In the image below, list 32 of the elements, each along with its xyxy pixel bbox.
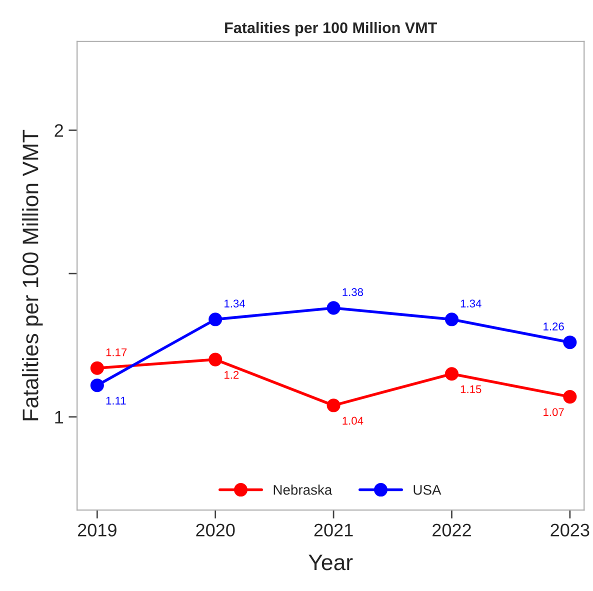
data-label: 1.2 bbox=[224, 370, 239, 379]
data-label: 1.34 bbox=[460, 300, 482, 308]
point bbox=[444, 312, 459, 326]
x-tick-label: 2021 bbox=[314, 524, 353, 536]
point bbox=[326, 398, 340, 412]
point bbox=[90, 378, 104, 392]
data-label: 1.17 bbox=[106, 348, 127, 356]
point bbox=[563, 390, 577, 404]
y-tick-label: 1 bbox=[55, 410, 64, 424]
y-axis-title: Fatalities per 100 Million VMT bbox=[22, 130, 43, 420]
x-tick-label: 2022 bbox=[432, 524, 471, 536]
data-label: 1.26 bbox=[544, 322, 564, 330]
data-label: 1.38 bbox=[342, 288, 364, 296]
data-label: 1.34 bbox=[224, 300, 245, 308]
data-label: 1.11 bbox=[106, 396, 126, 405]
legend-label: USA bbox=[414, 484, 442, 495]
point bbox=[208, 312, 222, 326]
x-axis-title: Year bbox=[308, 554, 353, 570]
data-label: 1.15 bbox=[460, 385, 482, 394]
data-label: 1.04 bbox=[342, 416, 364, 425]
legend-label: Nebraska bbox=[274, 484, 332, 495]
y-tick-label: 2 bbox=[54, 124, 63, 137]
point bbox=[563, 336, 577, 350]
point bbox=[326, 301, 340, 315]
x-tick-label: 2023 bbox=[550, 524, 590, 536]
data-label: 1.07 bbox=[544, 408, 564, 416]
point bbox=[90, 361, 104, 375]
x-tick-label: 2020 bbox=[196, 524, 235, 536]
point bbox=[444, 367, 459, 381]
chart-title: Fatalities per 100 Million VMT bbox=[225, 22, 437, 36]
x-tick-label: 2019 bbox=[78, 524, 116, 536]
point bbox=[208, 352, 222, 366]
